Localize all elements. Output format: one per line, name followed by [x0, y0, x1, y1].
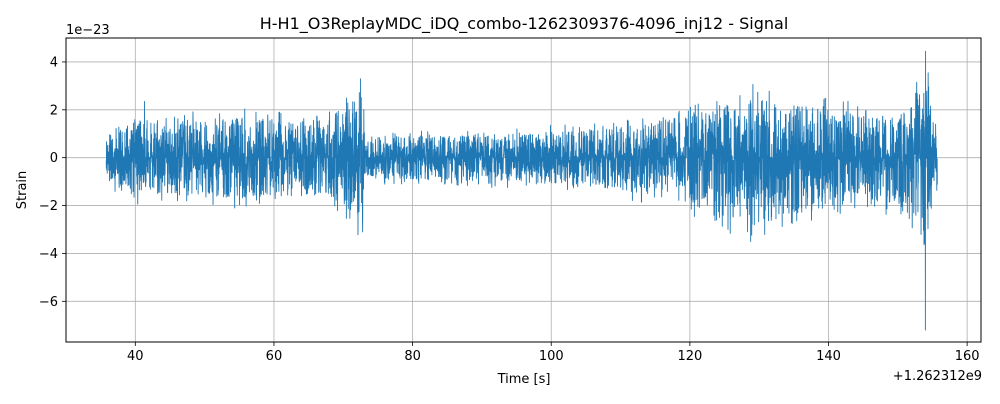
x-tick-label: 160: [955, 349, 980, 364]
y-tick-label: −4: [39, 247, 58, 262]
x-tick-label: 80: [404, 349, 421, 364]
y-axis: −6 −4 −2 0 2 4: [39, 55, 66, 310]
x-tick-label: 40: [127, 349, 144, 364]
y-tick-label: −2: [39, 199, 58, 214]
y-tick-label: −6: [39, 295, 58, 310]
y-axis-label: Strain: [15, 171, 30, 210]
x-tick-label: 140: [816, 349, 841, 364]
x-tick-label: 100: [539, 349, 564, 364]
y-scale-label: 1e−23: [66, 23, 110, 38]
x-tick-label: 120: [677, 349, 702, 364]
x-axis: 40 60 80 100 120 140 160: [127, 342, 980, 364]
x-axis-label: Time [s]: [497, 372, 551, 387]
x-tick-label: 60: [266, 349, 283, 364]
y-tick-label: 0: [50, 151, 58, 166]
chart-title: H-H1_O3ReplayMDC_iDQ_combo-1262309376-40…: [260, 14, 789, 34]
y-tick-label: 2: [50, 103, 58, 118]
y-tick-label: 4: [50, 55, 58, 70]
x-offset-label: +1.262312e9: [893, 369, 982, 384]
series-signal: [105, 50, 938, 331]
signal-line: [105, 50, 938, 331]
plot-frame: [65, 37, 982, 343]
